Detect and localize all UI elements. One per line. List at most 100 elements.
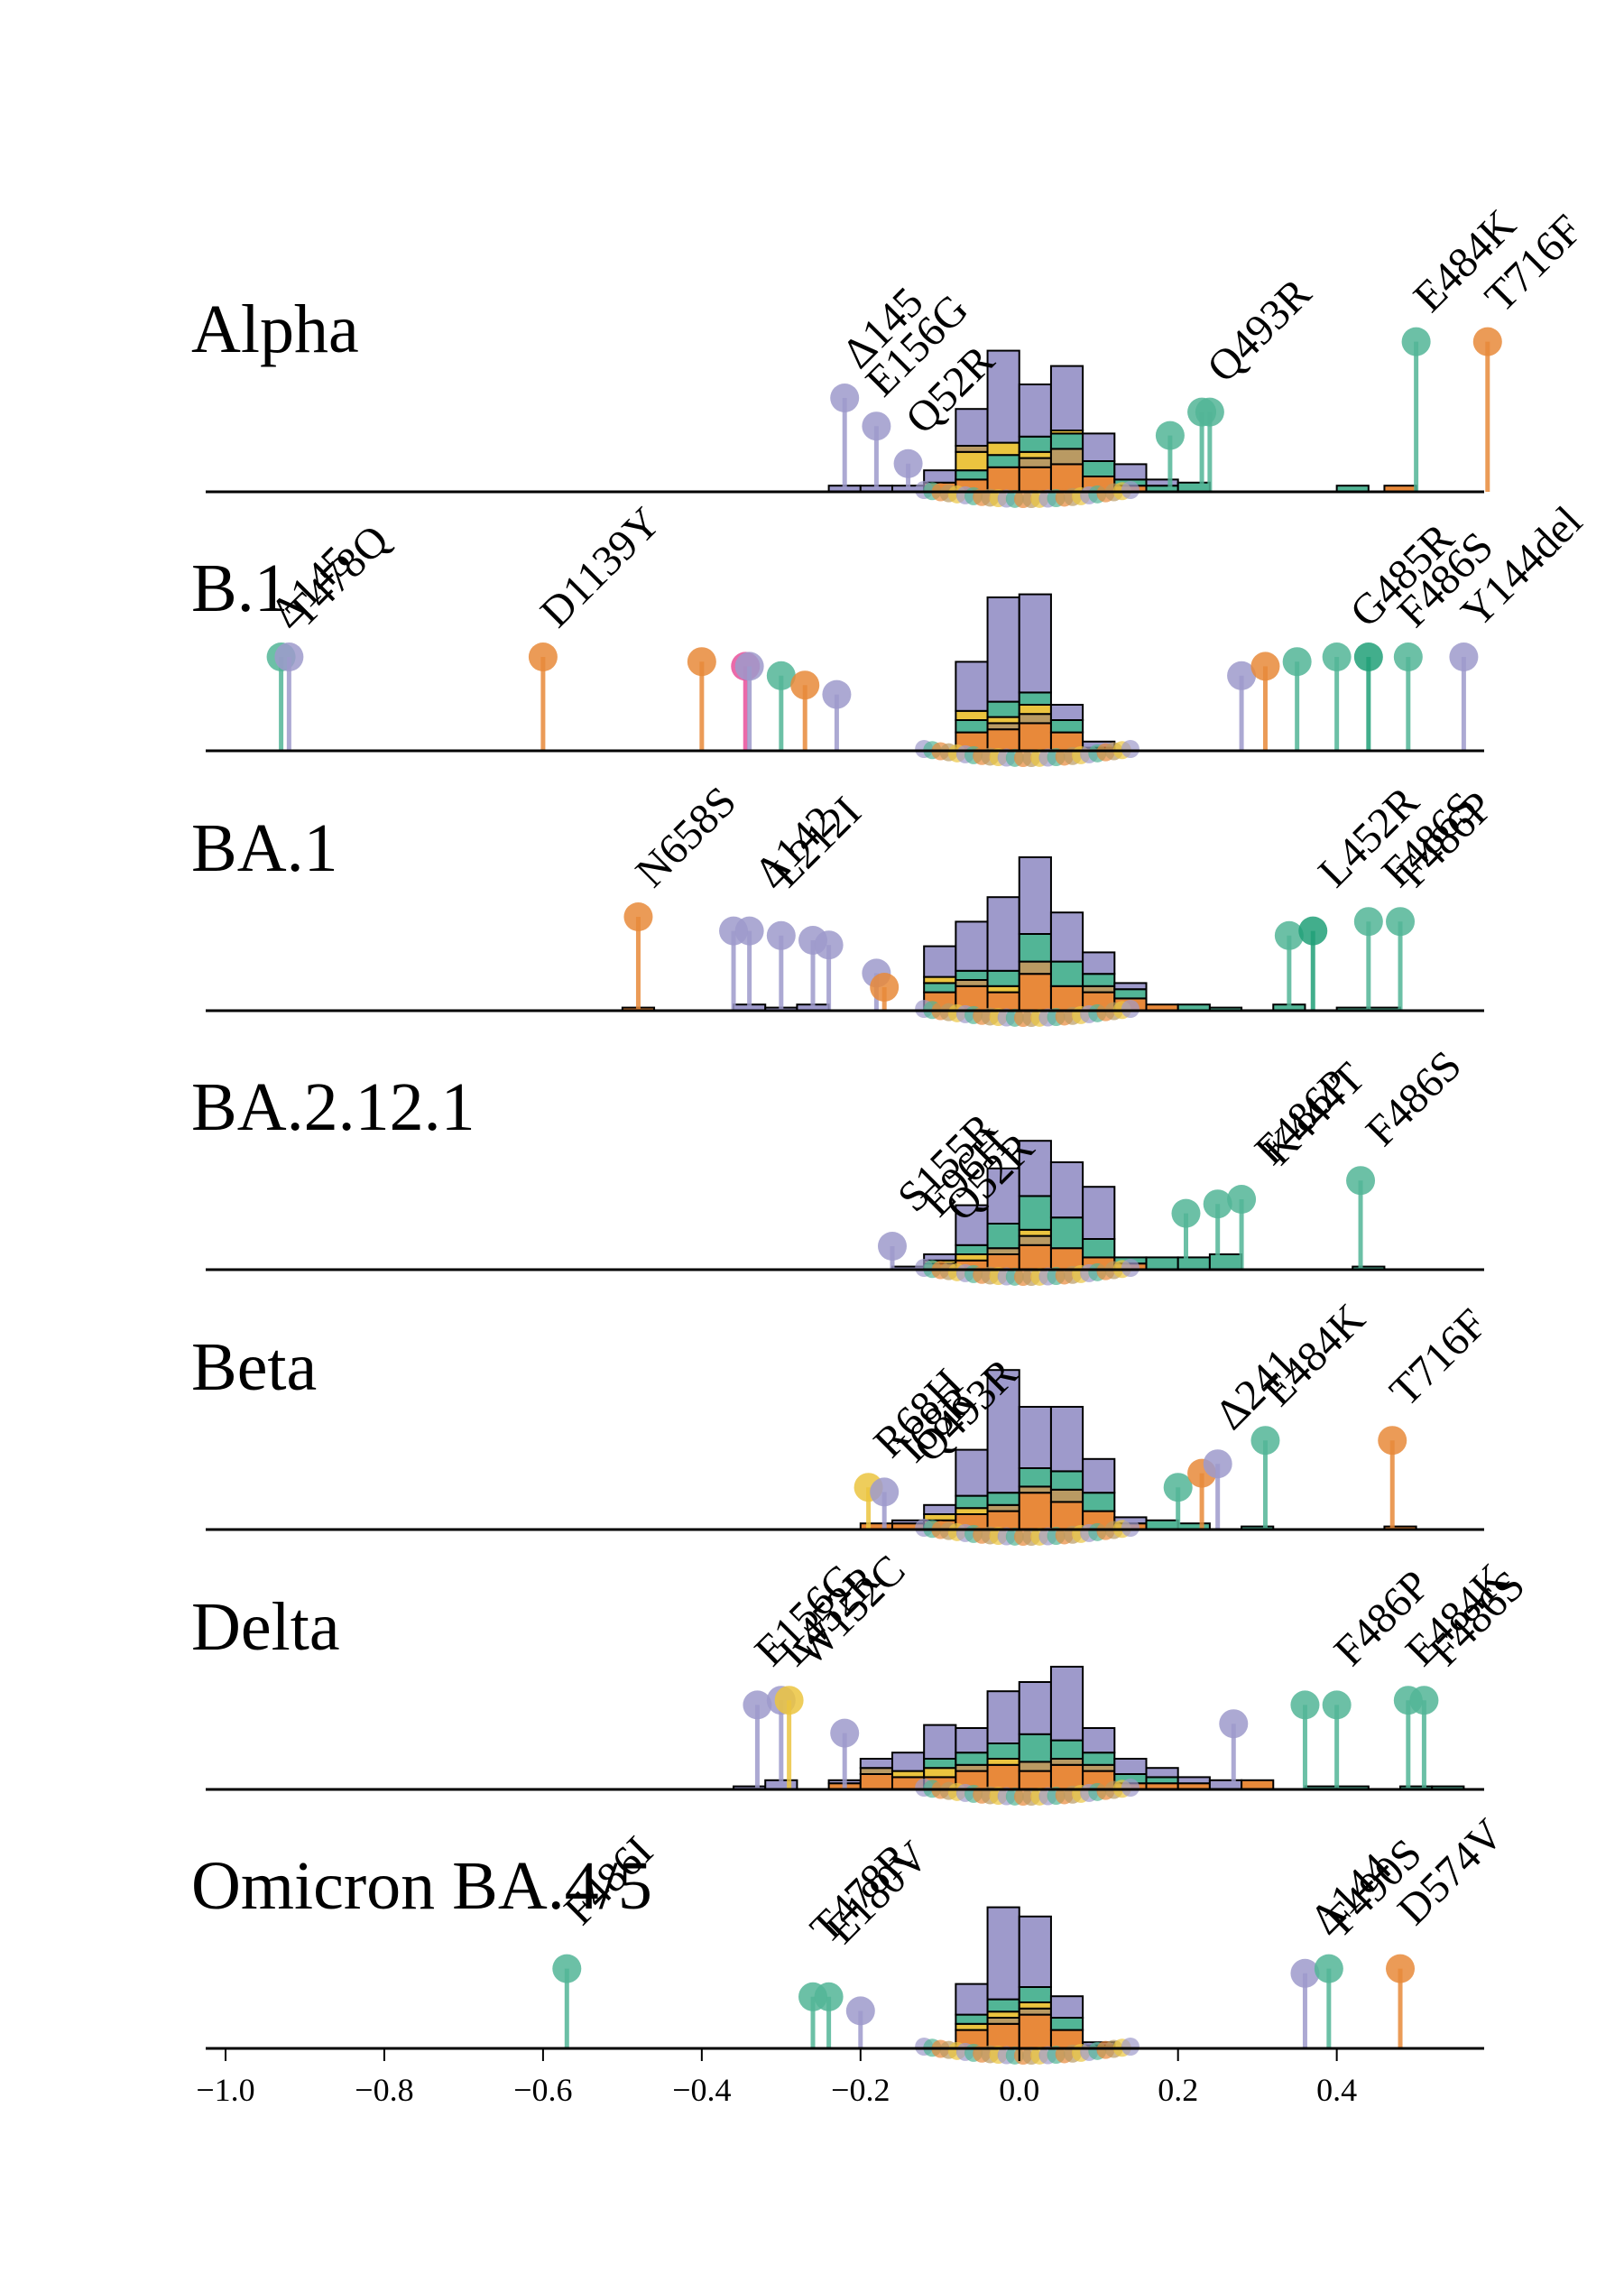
x-axis: −1.0 −0.8 −0.6 −0.4 −0.2 0.0 0.2 0.4: [196, 2048, 1357, 2108]
lollipop-marker: [1155, 421, 1185, 450]
lollipop-marker: [1163, 1473, 1193, 1502]
histogram-bar: [1049, 1995, 1084, 2019]
lollipop-marker: [1378, 1426, 1407, 1456]
lollipop-marker: [528, 642, 558, 671]
density-point: [1121, 1259, 1140, 1277]
lollipop-marker: [1409, 1686, 1439, 1715]
histogram-bar: [986, 1247, 1020, 1255]
lollipop-marker: [1282, 647, 1312, 677]
histogram-bar: [1049, 1739, 1084, 1760]
histogram-bar: [986, 1503, 1020, 1512]
histogram-bar: [1018, 856, 1052, 935]
density-point: [1121, 1000, 1140, 1018]
histogram-bar: [1018, 384, 1052, 438]
mutation-label: T716F: [1380, 1299, 1496, 1415]
lollipop-marker: [552, 1954, 582, 1983]
density-point: [1121, 1779, 1140, 1797]
histogram-bar: [1018, 704, 1052, 716]
histogram-bar: [986, 984, 1020, 994]
histogram-bar: [1018, 1986, 1052, 2003]
histogram-bar: [923, 975, 957, 984]
histogram-bar: [1145, 1767, 1179, 1779]
histogram-bar: [1049, 1216, 1084, 1250]
lollipop-marker: [814, 930, 844, 960]
histogram-bar: [986, 1763, 1020, 1791]
density-point: [1121, 1519, 1140, 1537]
histogram-bar: [1018, 1467, 1052, 1488]
histogram-bar: [1082, 1752, 1116, 1766]
histogram-bar: [986, 700, 1020, 718]
histogram-bar: [955, 1752, 989, 1766]
histogram-bar: [1018, 1733, 1052, 1763]
lollipop-marker: [1195, 397, 1224, 427]
histogram-bar: [1049, 1488, 1084, 1503]
histogram-bar: [955, 408, 989, 448]
histogram-bar: [1082, 1492, 1116, 1512]
histogram-bar: [1018, 933, 1052, 963]
histogram-bar: [955, 1507, 989, 1515]
histogram-bar: [923, 1758, 957, 1770]
lollipop-marker: [1298, 916, 1328, 946]
histogram-bar: [923, 1513, 957, 1521]
histogram-bar: [986, 1369, 1020, 1494]
histogram-bar: [859, 1758, 893, 1770]
histogram-bar: [955, 709, 989, 721]
histogram-bar: [1049, 704, 1084, 721]
lollipop-marker: [862, 411, 891, 441]
histogram-bar: [1018, 1243, 1052, 1271]
lollipop-marker: [1472, 327, 1502, 356]
histogram-bar: [986, 2011, 1020, 2019]
histogram-bar: [1145, 1776, 1179, 1785]
histogram-bar: [955, 1983, 989, 2016]
histogram-bar: [986, 454, 1020, 468]
lollipop-marker: [1314, 1954, 1343, 1983]
density-point: [1121, 740, 1140, 758]
histogram-bar: [1018, 1234, 1052, 1246]
x-tick-label: −0.6: [513, 2072, 572, 2108]
histogram-bar: [1082, 984, 1116, 994]
panel-title: Omicron BA.4/5: [191, 1848, 652, 1924]
histogram-bar: [890, 1752, 926, 1772]
histogram-bar: [1082, 1727, 1116, 1754]
histogram-bar: [955, 1727, 989, 1754]
histogram-bar: [1113, 982, 1148, 991]
histogram-bar: [986, 1690, 1020, 1744]
histogram-bar: [923, 1503, 957, 1516]
lollipop-marker: [830, 384, 860, 412]
histogram-bar: [986, 1998, 1020, 2013]
histogram-bar: [1049, 1758, 1084, 1766]
histogram-bar: [1018, 435, 1052, 453]
histogram-bar: [1049, 1470, 1084, 1491]
histogram-bar: [1049, 432, 1084, 450]
histogram-bar: [1018, 1406, 1052, 1469]
lollipop-marker: [734, 652, 764, 681]
histogram-bar: [1018, 1140, 1052, 1197]
histogram-bar: [955, 920, 989, 972]
histogram-bar: [1145, 1519, 1179, 1531]
histogram-bar: [1176, 481, 1211, 493]
histogram-bar: [1082, 973, 1116, 987]
histogram-bar: [1113, 988, 1148, 1000]
histogram-bar: [1082, 1186, 1116, 1240]
histogram-bar: [923, 1767, 957, 1779]
lollipop-marker: [1250, 1426, 1280, 1456]
histogram-bar: [955, 1448, 989, 1497]
panel-title: BA.2.12.1: [191, 1069, 475, 1145]
panel-title: BA.1: [191, 810, 338, 886]
lollipop-marker: [1171, 1198, 1201, 1228]
histogram-bar: [1018, 1195, 1052, 1231]
lollipop-marker: [1274, 920, 1304, 950]
lollipop-marker: [1219, 1709, 1249, 1739]
histogram-bar: [986, 1742, 1020, 1760]
histogram-bar: [986, 596, 1020, 703]
lollipop-marker: [1203, 1189, 1232, 1219]
x-tick-label: 0.4: [1316, 2072, 1357, 2108]
histogram-bar: [986, 1906, 1020, 2001]
histogram-bar: [1018, 1770, 1052, 1790]
panel-title: Alpha: [191, 291, 359, 367]
lollipop-marker: [1401, 327, 1431, 356]
histogram-bar: [955, 979, 989, 987]
lollipop-marker: [1250, 652, 1280, 681]
